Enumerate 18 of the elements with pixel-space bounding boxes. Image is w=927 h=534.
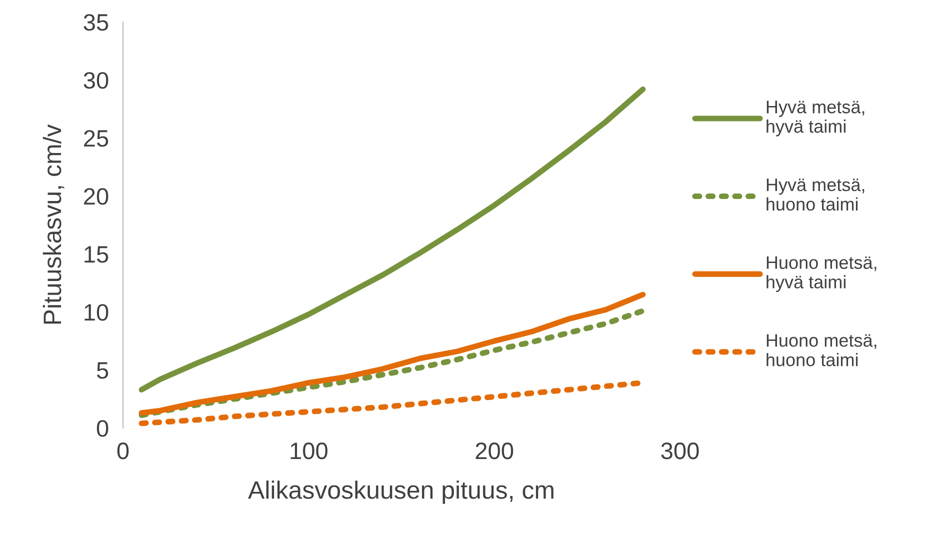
y-tick-label: 30	[84, 72, 108, 89]
y-tick-label: 5	[96, 362, 108, 379]
x-tick-label: 100	[290, 442, 328, 460]
legend-label: Huono metsä, hyvä taimi	[766, 256, 876, 292]
legend-label: Hyvä metsä, huono taimi	[766, 178, 864, 211]
y-tick-label: 25	[84, 130, 108, 147]
y-tick-label: 15	[84, 246, 108, 263]
x-tick-label: 300	[661, 442, 699, 460]
y-tick-label: 0	[96, 420, 108, 437]
y-tick-label: 20	[84, 188, 108, 205]
y-axis-title: Pituuskasvu, cm/v	[42, 124, 64, 324]
legend-label: Hyvä metsä, hyvä taimi	[766, 100, 864, 136]
legend-label: Huono metsä, huono taimi	[766, 334, 876, 366]
y-tick-label: 10	[84, 304, 108, 321]
y-tick-label: 35	[84, 14, 108, 31]
x-tick-label: 200	[476, 442, 514, 460]
x-tick-label: 0	[117, 442, 129, 460]
x-axis-title: Alikasvoskuusen pituus, cm	[248, 480, 554, 504]
